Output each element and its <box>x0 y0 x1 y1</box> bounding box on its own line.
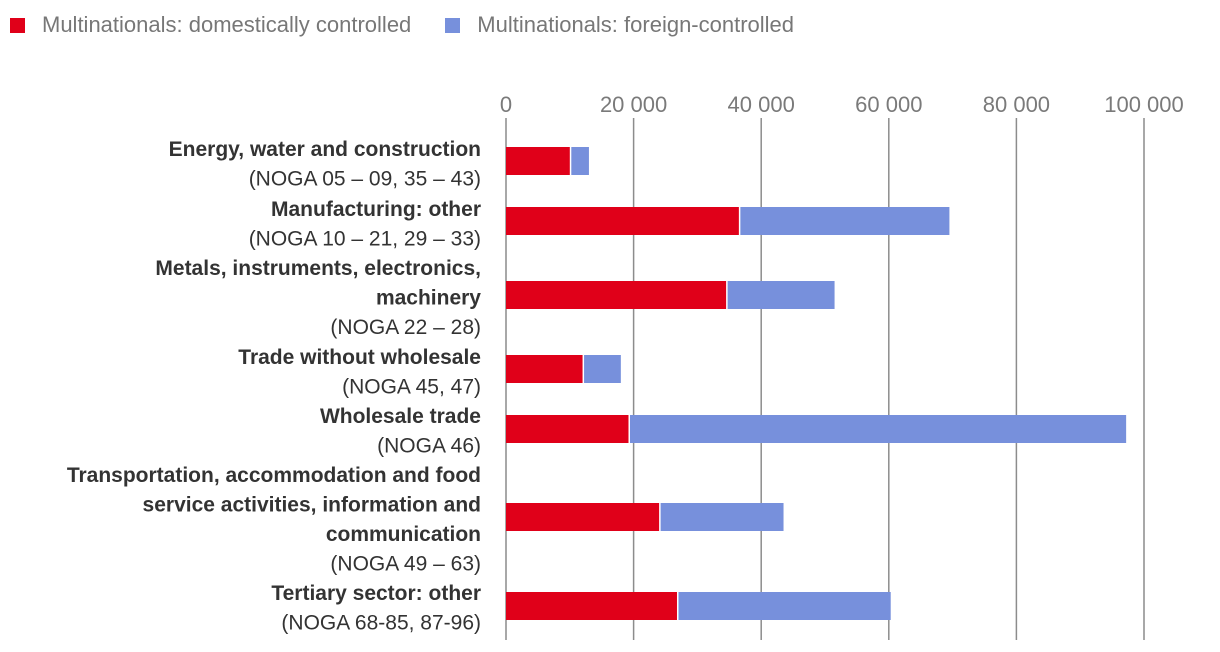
x-tick-label: 100 000 <box>1104 92 1184 117</box>
category-code: (NOGA 49 – 63) <box>330 553 481 576</box>
category-code: (NOGA 68-85, 87-96) <box>281 612 481 635</box>
x-tick-label: 20 000 <box>600 92 667 117</box>
category-code: (NOGA 45, 47) <box>342 376 481 399</box>
bar-foreign <box>678 592 891 620</box>
legend-item-foreign: Multinationals: foreign-controlled <box>445 12 794 38</box>
bars <box>506 147 1127 620</box>
legend: Multinationals: domestically controlled … <box>10 12 828 38</box>
bar-domestic <box>506 281 727 309</box>
bar-domestic <box>506 592 677 620</box>
legend-label-domestic: Multinationals: domestically controlled <box>42 12 412 37</box>
bar-foreign <box>571 147 589 175</box>
bar-foreign <box>740 207 950 235</box>
category-name: machinery <box>376 287 481 310</box>
category-name: Energy, water and construction <box>169 138 481 161</box>
bar-foreign <box>660 503 784 531</box>
category-name: Manufacturing: other <box>271 198 481 221</box>
x-tick-label: 0 <box>500 92 512 117</box>
bar-domestic <box>506 355 583 383</box>
bar-foreign <box>629 415 1127 443</box>
bar-domestic <box>506 415 629 443</box>
category-code: (NOGA 05 – 09, 35 – 43) <box>249 168 481 191</box>
x-tick-label: 80 000 <box>983 92 1050 117</box>
bar-domestic <box>506 207 739 235</box>
bar-foreign <box>584 355 621 383</box>
category-name: Trade without wholesale <box>238 346 481 369</box>
x-tick-label: 40 000 <box>728 92 795 117</box>
bar-foreign <box>727 281 835 309</box>
category-name: Metals, instruments, electronics, <box>155 257 481 280</box>
category-name: communication <box>326 523 481 546</box>
legend-swatch-domestic <box>10 17 25 33</box>
category-code: (NOGA 46) <box>377 435 481 458</box>
category-name: Tertiary sector: other <box>271 582 481 605</box>
category-code: (NOGA 22 – 28) <box>330 316 481 339</box>
bar-domestic <box>506 503 660 531</box>
bar-domestic <box>506 147 570 175</box>
x-tick-label: 60 000 <box>855 92 922 117</box>
legend-label-foreign: Multinationals: foreign-controlled <box>477 12 795 37</box>
category-name: Transportation, accommodation and food <box>67 464 481 487</box>
legend-item-domestic: Multinationals: domestically controlled <box>10 12 411 38</box>
x-axis-ticks: 0 20 000 40 000 60 000 80 000 100 000 <box>500 92 1184 117</box>
legend-swatch-foreign <box>445 17 461 33</box>
category-code: (NOGA 10 – 21, 29 – 33) <box>249 228 481 251</box>
category-labels: Energy, water and construction (NOGA 05 –… <box>67 138 481 635</box>
category-name: service activities, information and <box>143 494 481 517</box>
category-name: Wholesale trade <box>320 405 481 428</box>
